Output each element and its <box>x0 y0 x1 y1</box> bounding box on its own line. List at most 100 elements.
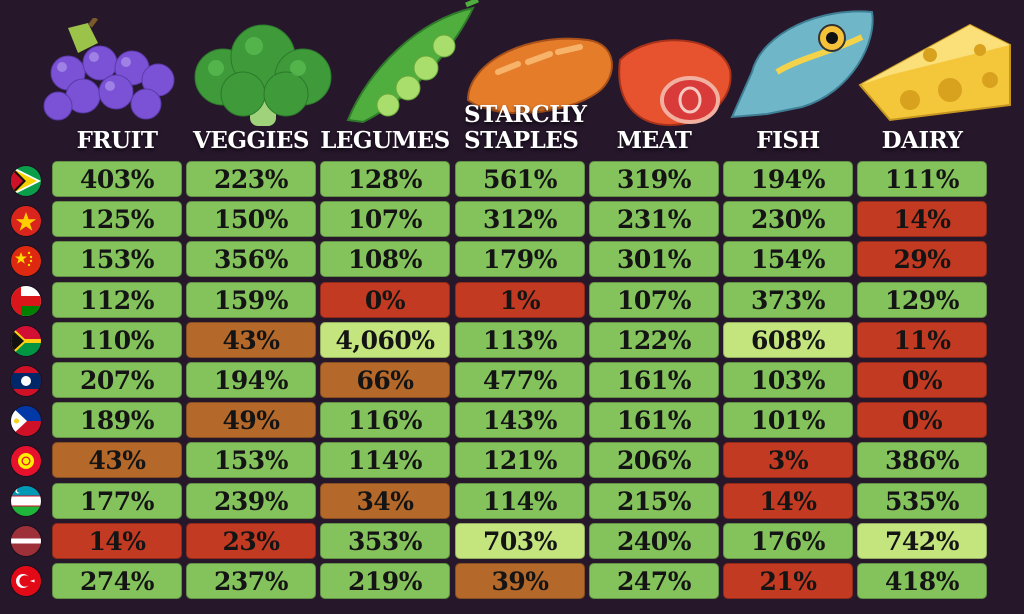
cheese-icon <box>858 23 1011 122</box>
kyrgyzstan-flag <box>11 446 41 476</box>
table-cell: 312% <box>455 201 585 237</box>
table-cell: 219% <box>320 563 450 599</box>
table-cell: 101% <box>723 402 853 438</box>
table-cell: 113% <box>455 322 585 358</box>
table-cell: 239% <box>186 483 316 519</box>
table-cell: 301% <box>589 241 719 277</box>
table-cell: 215% <box>589 483 719 519</box>
table-cell: 129% <box>857 282 987 318</box>
table-cell: 107% <box>320 201 450 237</box>
table-cell: 177% <box>52 483 182 519</box>
table-cell: 403% <box>52 161 182 197</box>
oman-flag <box>11 286 41 316</box>
table-cell: 121% <box>455 442 585 478</box>
table-cell: 608% <box>723 322 853 358</box>
table-cell: 150% <box>186 201 316 237</box>
table-cell: 274% <box>52 563 182 599</box>
table-cell: 14% <box>857 201 987 237</box>
table-cell: 742% <box>857 523 987 559</box>
table-cell: 176% <box>723 523 853 559</box>
table-cell: 107% <box>589 282 719 318</box>
column-header-fish: FISH <box>756 127 820 154</box>
grapes-icon <box>43 18 175 121</box>
table-cell: 353% <box>320 523 450 559</box>
china-flag <box>11 246 41 276</box>
table-cell: 43% <box>52 442 182 478</box>
table-cell: 247% <box>589 563 719 599</box>
table-cell: 34% <box>320 483 450 519</box>
guyana-flag <box>11 166 41 196</box>
table-cell: 125% <box>52 201 182 237</box>
table-cell: 240% <box>589 523 719 559</box>
table-cell: 179% <box>455 241 585 277</box>
vietnam-flag <box>11 206 41 236</box>
table-cell: 66% <box>320 362 450 398</box>
table-cell: 39% <box>455 563 585 599</box>
table-cell: 207% <box>52 362 182 398</box>
table-cell: 373% <box>723 282 853 318</box>
table-cell: 0% <box>320 282 450 318</box>
column-header-starchy-staples: STARCHY STAPLES <box>453 96 587 154</box>
table-cell: 154% <box>723 241 853 277</box>
table-cell: 230% <box>723 201 853 237</box>
column-header-starchy-staples-text: STARCHY STAPLES <box>464 101 587 154</box>
table-cell: 223% <box>186 161 316 197</box>
table-cell: 561% <box>455 161 585 197</box>
meat-icon <box>618 39 732 127</box>
table-cell: 21% <box>723 563 853 599</box>
table-cell: 194% <box>723 161 853 197</box>
laos-flag <box>11 366 41 396</box>
table-cell: 108% <box>320 241 450 277</box>
table-cell: 237% <box>186 563 316 599</box>
table-cell: 122% <box>589 322 719 358</box>
table-cell: 114% <box>455 483 585 519</box>
column-header-veggies: VEGGIES <box>192 127 310 154</box>
latvia-flag <box>11 526 41 556</box>
table-cell: 49% <box>186 402 316 438</box>
table-cell: 231% <box>589 201 719 237</box>
table-cell: 143% <box>455 402 585 438</box>
table-cell: 535% <box>857 483 987 519</box>
table-cell: 189% <box>52 402 182 438</box>
column-header-dairy: DAIRY <box>881 127 963 154</box>
table-cell: 29% <box>857 241 987 277</box>
table-cell: 153% <box>52 241 182 277</box>
table-cell: 3% <box>723 442 853 478</box>
vanuatu-flag <box>11 326 41 356</box>
table-cell: 0% <box>857 402 987 438</box>
broccoli-icon <box>194 24 332 126</box>
table-cell: 194% <box>186 362 316 398</box>
table-cell: 153% <box>186 442 316 478</box>
table-cell: 206% <box>589 442 719 478</box>
turkey-flag <box>11 566 41 596</box>
table-cell: 4,060% <box>320 322 450 358</box>
column-header-fruit: FRUIT <box>76 127 158 154</box>
table-cell: 116% <box>320 402 450 438</box>
table-cell: 386% <box>857 442 987 478</box>
table-cell: 128% <box>320 161 450 197</box>
column-header-meat: MEAT <box>616 127 692 154</box>
uzbekistan-flag <box>11 486 41 516</box>
table-cell: 114% <box>320 442 450 478</box>
table-cell: 703% <box>455 523 585 559</box>
table-cell: 418% <box>857 563 987 599</box>
table-cell: 14% <box>52 523 182 559</box>
table-cell: 110% <box>52 322 182 358</box>
table-cell: 23% <box>186 523 316 559</box>
column-header-legumes: LEGUMES <box>320 127 450 154</box>
table-cell: 111% <box>857 161 987 197</box>
table-cell: 1% <box>455 282 585 318</box>
table-cell: 356% <box>186 241 316 277</box>
philippines-flag <box>11 406 41 436</box>
bread-icon <box>466 37 613 114</box>
peapod-icon <box>346 0 479 124</box>
table-cell: 319% <box>589 161 719 197</box>
table-cell: 477% <box>455 362 585 398</box>
table-cell: 43% <box>186 322 316 358</box>
table-cell: 103% <box>723 362 853 398</box>
table-cell: 0% <box>857 362 987 398</box>
table-cell: 11% <box>857 322 987 358</box>
table-cell: 159% <box>186 282 316 318</box>
table-cell: 161% <box>589 362 719 398</box>
